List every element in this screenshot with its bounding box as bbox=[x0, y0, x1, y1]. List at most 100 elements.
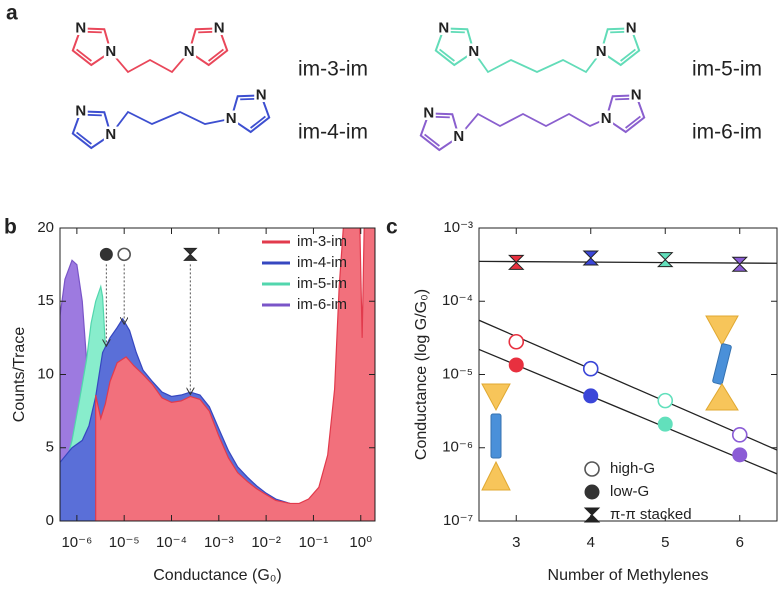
x-tick-label: 10⁰ bbox=[349, 534, 372, 551]
alkyl-chain bbox=[110, 110, 232, 136]
legend-label: im-3-im bbox=[297, 233, 347, 250]
atom-label: N bbox=[75, 102, 86, 119]
atom-label: N bbox=[626, 19, 637, 36]
plot-area bbox=[479, 260, 777, 475]
x-tick-label: 10⁻⁴ bbox=[156, 534, 187, 551]
x-axis-label: Number of Methylenes bbox=[548, 567, 709, 584]
atom-label: N bbox=[423, 104, 434, 121]
molecule-label: im-3-im bbox=[298, 58, 368, 81]
y-tick-label: 10⁻⁷ bbox=[443, 512, 473, 529]
legend-marker bbox=[584, 461, 600, 477]
alkyl-chain bbox=[473, 51, 602, 74]
molecule: N N N N bbox=[419, 84, 646, 152]
filled-circle-marker bbox=[508, 357, 524, 373]
y-axis-label: Counts/Trace bbox=[11, 327, 28, 423]
x-tick-label: 10⁻⁵ bbox=[109, 534, 140, 551]
open-circle-marker bbox=[657, 392, 674, 409]
plot-frame bbox=[478, 227, 778, 522]
atom-label: N bbox=[184, 43, 195, 60]
filled-circle-marker bbox=[583, 388, 599, 404]
panel-letter: c bbox=[386, 216, 398, 239]
open-circle-marker bbox=[508, 333, 525, 350]
y-tick-label: 10⁻⁴ bbox=[442, 292, 473, 309]
alkyl-chain bbox=[458, 112, 607, 138]
x-tick-label: 10⁻³ bbox=[204, 534, 234, 551]
molecule: N N N N bbox=[71, 17, 229, 74]
imidazole-ring: N N bbox=[593, 17, 641, 67]
y-tick-label: 5 bbox=[46, 439, 54, 456]
legend-label: im-5-im bbox=[297, 275, 347, 292]
molecule: N N N N bbox=[434, 17, 641, 74]
atom-label: N bbox=[453, 128, 464, 145]
x-tick-label: 10⁻¹ bbox=[299, 534, 329, 551]
chart: im-3-im im-4-im im-5-im im-6-im 10⁻⁶ 10⁻⁵ 10⁻⁴… bbox=[4, 216, 376, 584]
y-axis-label: Conductance (log G/G₀) bbox=[413, 289, 430, 460]
x-tick-label: 6 bbox=[736, 534, 744, 551]
atom-label: N bbox=[631, 86, 642, 103]
x-tick-label: 10⁻² bbox=[251, 534, 281, 551]
hourglass-marker bbox=[582, 250, 599, 266]
molecule-label: im-4-im bbox=[298, 121, 368, 144]
y-tick-label: 0 bbox=[46, 512, 54, 529]
atom-label: N bbox=[75, 19, 86, 36]
hourglass-marker bbox=[657, 252, 674, 268]
fit-line bbox=[479, 260, 777, 264]
x-tick-label: 3 bbox=[512, 534, 520, 551]
y-tick-label: 10⁻⁵ bbox=[442, 365, 473, 382]
y-tick-label: 10 bbox=[37, 365, 54, 382]
molecule-label: im-5-im bbox=[692, 58, 762, 81]
hourglass-marker bbox=[508, 254, 525, 270]
atom-label: N bbox=[468, 43, 479, 60]
junction-illustration bbox=[705, 315, 739, 411]
x-axis-label: Conductance (G₀) bbox=[153, 567, 281, 584]
imidazole-ring: N N bbox=[598, 84, 646, 134]
imidazole-ring: N N bbox=[434, 17, 482, 67]
filled-circle-marker bbox=[732, 447, 748, 463]
area bbox=[95, 228, 375, 521]
y-tick-label: 10⁻⁶ bbox=[442, 439, 473, 456]
legend-label: im-4-im bbox=[297, 254, 347, 271]
imidazole-ring: N N bbox=[71, 100, 119, 150]
filled-circle-marker bbox=[99, 247, 113, 261]
legend-marker bbox=[583, 507, 601, 523]
legend-label: im-6-im bbox=[297, 296, 347, 313]
open-circle-marker bbox=[731, 427, 748, 443]
filled-circle-marker bbox=[657, 416, 673, 432]
legend-label: high-G bbox=[610, 460, 655, 477]
panel-letter: b bbox=[4, 216, 17, 239]
fit-line bbox=[479, 348, 777, 475]
chart: high-G low-G π-π stacked 3 4 5 6 10⁻⁷ 10⁻⁶ 10⁻⁵ 10… bbox=[386, 216, 778, 584]
legend-marker bbox=[584, 484, 600, 500]
atom-label: N bbox=[256, 86, 267, 103]
imidazole-ring: N N bbox=[223, 84, 271, 134]
y-tick-label: 15 bbox=[37, 292, 54, 309]
molecule-label: im-6-im bbox=[692, 121, 762, 144]
imidazole-ring: N N bbox=[71, 17, 119, 67]
open-circle-marker bbox=[117, 247, 131, 262]
hourglass-marker bbox=[731, 256, 748, 272]
y-tick-label: 10⁻³ bbox=[443, 219, 473, 236]
atom-label: N bbox=[214, 19, 225, 36]
atom-label: N bbox=[601, 110, 612, 127]
atom-label: N bbox=[438, 19, 449, 36]
atom-label: N bbox=[596, 43, 607, 60]
hourglass-marker bbox=[183, 247, 198, 261]
x-tick-label: 5 bbox=[661, 534, 669, 551]
plot-area bbox=[60, 228, 375, 521]
imidazole-ring: N N bbox=[181, 17, 229, 67]
y-tick-label: 20 bbox=[37, 219, 54, 236]
imidazole-ring: N N bbox=[419, 102, 467, 152]
legend-label: low-G bbox=[610, 483, 649, 500]
molecule: N N N N bbox=[71, 84, 271, 150]
x-tick-label: 10⁻⁶ bbox=[61, 534, 92, 551]
atom-label: N bbox=[105, 43, 116, 60]
atom-label: N bbox=[105, 126, 116, 143]
atom-label: N bbox=[226, 110, 237, 127]
panel-letter: a bbox=[6, 2, 18, 25]
alkyl-chain bbox=[110, 51, 190, 74]
fit-line bbox=[479, 319, 777, 451]
open-circle-marker bbox=[582, 360, 599, 377]
